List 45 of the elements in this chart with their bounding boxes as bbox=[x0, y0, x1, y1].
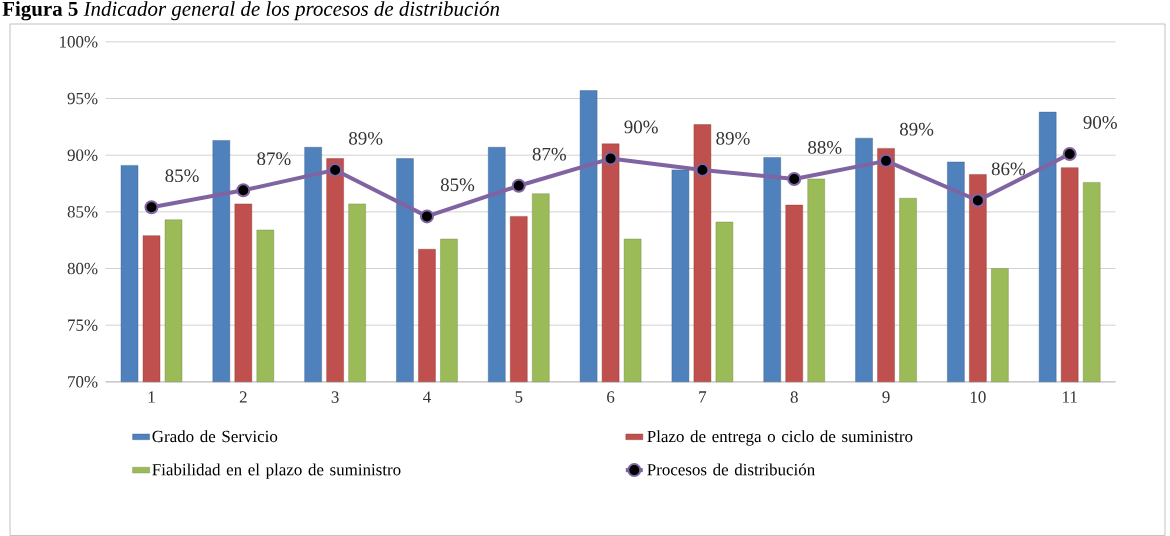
y-tick-label: 95% bbox=[67, 92, 98, 105]
x-tick-label: 11 bbox=[1063, 391, 1077, 403]
x-tick-label: 8 bbox=[790, 391, 798, 403]
point bbox=[236, 183, 251, 198]
data-label: 87% bbox=[257, 152, 291, 166]
x-tick-label: 9 bbox=[882, 391, 890, 403]
point bbox=[879, 153, 894, 168]
y-tick-label: 80% bbox=[67, 262, 98, 275]
x-tick-label: 6 bbox=[607, 391, 615, 403]
point bbox=[511, 178, 526, 193]
y-tick-label: 100% bbox=[60, 36, 98, 48]
y-tick-label: 90% bbox=[67, 149, 98, 161]
x-tick-label: 3 bbox=[331, 391, 339, 403]
point bbox=[787, 171, 802, 186]
x-tick-label: 1 bbox=[148, 391, 155, 403]
x-tick-label: 10 bbox=[970, 391, 986, 403]
point bbox=[144, 200, 159, 215]
x-tick-label: 7 bbox=[699, 391, 707, 403]
data-label: 90% bbox=[624, 120, 658, 134]
data-label: 85% bbox=[440, 178, 475, 192]
data-label: 89% bbox=[716, 131, 750, 145]
legend-label: Grado de Servicio bbox=[152, 430, 278, 443]
x-tick-label: 5 bbox=[515, 391, 523, 403]
chart-title: Figura 5 Indicador general de los procesos de distribución bbox=[2, 1, 500, 21]
y-tick-label: 75% bbox=[68, 319, 98, 331]
point bbox=[695, 162, 710, 177]
legend-label: Plazo de entrega o ciclo de suministro bbox=[647, 430, 913, 446]
x-tick-label: 2 bbox=[239, 391, 247, 403]
y-tick-label: 85% bbox=[67, 206, 98, 218]
legend-label: Procesos de distribución bbox=[647, 463, 815, 476]
data-label: 90% bbox=[1083, 116, 1117, 129]
data-label: 85% bbox=[165, 169, 199, 183]
x-tick-label: 4 bbox=[423, 391, 431, 403]
point bbox=[970, 193, 985, 208]
data-label: 87% bbox=[532, 147, 567, 161]
point bbox=[419, 209, 434, 224]
data-label: 89% bbox=[349, 131, 383, 145]
point bbox=[1062, 147, 1077, 162]
data-label: 88% bbox=[808, 140, 842, 154]
point bbox=[603, 151, 618, 166]
data-label: 86% bbox=[991, 162, 1026, 176]
data-label: 89% bbox=[899, 122, 934, 136]
legend-label: Fiabilidad en el plazo de suministro bbox=[152, 463, 401, 479]
point bbox=[328, 162, 343, 177]
y-tick-label: 70% bbox=[68, 376, 98, 388]
